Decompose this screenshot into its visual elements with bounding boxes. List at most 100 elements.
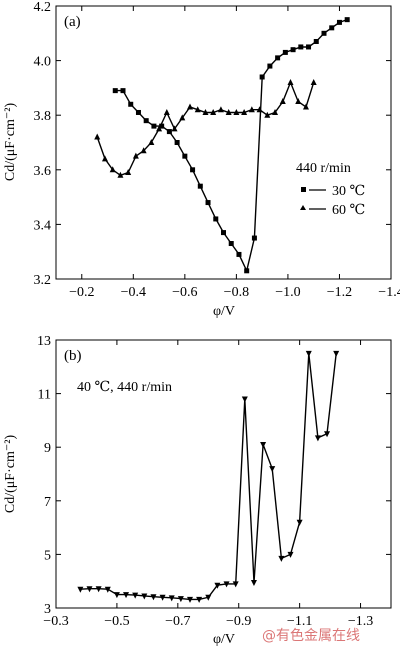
data-point <box>256 106 263 113</box>
data-point <box>86 586 93 593</box>
panel-b-y-ticks: 3 5 7 9 11 13 <box>37 334 391 617</box>
data-point <box>250 580 257 587</box>
data-point <box>214 582 221 589</box>
panel-b-label: (b) <box>64 348 82 364</box>
panel-b-frame <box>55 339 392 609</box>
x-tick-label: −0.4 <box>121 285 146 300</box>
panel-b-x-axis-label: φ/V <box>213 632 235 647</box>
data-point <box>143 118 149 124</box>
data-point <box>104 586 111 593</box>
legend-triangle-marker <box>300 205 306 210</box>
data-point <box>248 106 255 113</box>
data-point <box>210 108 217 115</box>
data-point <box>109 166 116 173</box>
panel-a-series <box>94 17 350 274</box>
data-point <box>120 88 126 94</box>
data-point <box>264 111 271 118</box>
panel-b-x-ticks: −0.3 −0.5 −0.7 −0.9 −1.1 −1.3 <box>43 340 373 629</box>
data-point <box>213 216 219 222</box>
data-point <box>221 230 226 236</box>
data-point <box>166 129 172 135</box>
data-point <box>132 592 139 599</box>
panel-a-frame <box>55 5 392 280</box>
data-point <box>117 171 124 178</box>
data-point <box>278 555 285 562</box>
data-point <box>282 49 288 55</box>
data-point <box>287 551 294 558</box>
data-point <box>194 106 201 113</box>
data-point <box>251 235 257 241</box>
data-point <box>113 592 120 599</box>
data-point <box>228 241 234 247</box>
data-point <box>77 586 84 593</box>
data-point <box>223 581 230 588</box>
data-point <box>225 108 232 115</box>
y-tick-label: 4.2 <box>34 0 52 15</box>
data-point <box>101 155 108 162</box>
legend-series-2: 60 ℃ <box>332 203 365 218</box>
data-point <box>182 153 188 159</box>
legend-square-marker <box>301 187 306 192</box>
data-point <box>123 592 130 599</box>
data-point <box>177 596 184 603</box>
data-point <box>232 581 239 588</box>
data-point <box>305 350 312 357</box>
data-point <box>95 586 102 593</box>
x-tick-label: −0.9 <box>226 614 251 629</box>
data-point <box>151 123 157 129</box>
data-point <box>287 78 294 85</box>
data-point <box>329 25 335 31</box>
watermark: @有色金属在线 <box>262 627 360 644</box>
data-point <box>310 78 317 85</box>
data-point <box>197 183 203 189</box>
data-point <box>298 44 304 50</box>
data-point <box>205 594 212 601</box>
data-point <box>314 435 321 442</box>
data-point <box>313 38 319 44</box>
data-point <box>241 396 248 403</box>
data-point <box>140 147 147 154</box>
panel-b-series <box>77 350 340 603</box>
data-point <box>150 594 157 601</box>
panel-b-y-axis-label: Cd/(μF·cm⁻²) <box>3 435 18 514</box>
data-point <box>190 167 196 173</box>
y-tick-label: 5 <box>44 548 51 563</box>
data-point <box>196 596 203 603</box>
data-point <box>296 519 303 526</box>
y-tick-label: 4.0 <box>34 55 52 70</box>
data-point <box>187 596 193 603</box>
panel-a-y-axis-label: Cd/(μF·cm⁻²) <box>3 103 18 182</box>
data-point <box>244 268 250 274</box>
data-point <box>159 594 166 601</box>
data-point <box>168 595 175 602</box>
data-point <box>135 109 141 115</box>
data-point <box>260 442 267 449</box>
x-tick-label: −0.5 <box>104 614 129 629</box>
data-point <box>148 139 155 145</box>
x-tick-label: −0.3 <box>43 614 68 629</box>
data-point <box>302 103 309 110</box>
panel-a-x-axis-label: φ/V <box>213 304 235 319</box>
data-point <box>259 74 265 80</box>
data-point <box>159 123 165 129</box>
x-tick-label: −0.2 <box>69 285 94 300</box>
data-point <box>128 101 134 107</box>
x-tick-label: −0.6 <box>172 285 197 300</box>
legend-title: 440 r/min <box>296 161 351 176</box>
data-point <box>205 200 211 206</box>
panel-a-y-ticks: 3.2 3.4 3.6 3.8 4.0 4.2 <box>34 0 391 288</box>
data-point <box>163 108 170 115</box>
data-point <box>112 88 118 94</box>
data-point <box>321 30 327 36</box>
x-tick-label: −0.7 <box>165 614 190 629</box>
data-point <box>279 98 286 105</box>
data-point <box>179 114 186 121</box>
legend-series-1: 30 ℃ <box>332 184 365 199</box>
data-point <box>125 169 132 176</box>
data-point <box>174 140 180 145</box>
data-point <box>290 47 296 53</box>
y-tick-label: 11 <box>38 388 51 403</box>
y-tick-label: 3 <box>44 602 51 617</box>
panel-a-legend: 440 r/min 30 ℃ 60 ℃ <box>296 161 365 218</box>
